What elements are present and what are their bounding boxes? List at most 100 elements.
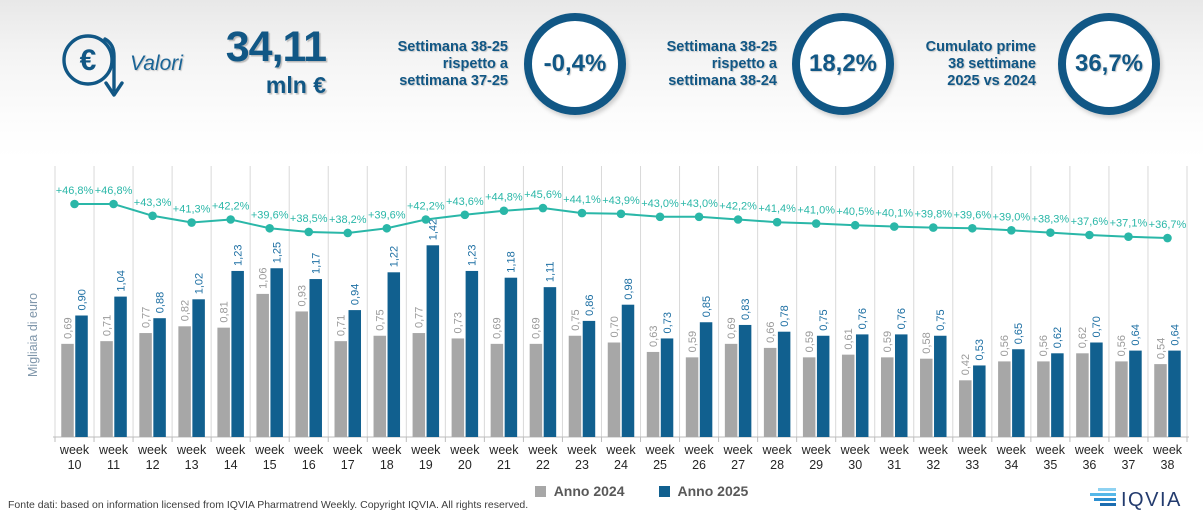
bar-value-label: 0,69 bbox=[492, 317, 504, 338]
bar-anno-2024-week-32 bbox=[920, 358, 933, 437]
bar-value-label: 0,70 bbox=[1091, 316, 1103, 337]
bar-anno-2025-week-32 bbox=[934, 335, 947, 437]
bar-value-label: 0,75 bbox=[818, 309, 830, 330]
bar-anno-2025-week-10 bbox=[75, 315, 88, 437]
bar-value-label: 0,94 bbox=[350, 284, 362, 305]
bar-anno-2025-week-15 bbox=[270, 268, 283, 437]
growth-point-week-29 bbox=[811, 219, 821, 228]
bar-anno-2024-week-10 bbox=[61, 343, 74, 437]
bar-anno-2025-week-12 bbox=[153, 318, 166, 437]
bar-anno-2024-week-31 bbox=[880, 357, 894, 437]
bar-value-label: 0,65 bbox=[1013, 323, 1025, 344]
growth-point-label: +37,1% bbox=[1110, 218, 1148, 230]
x-axis-label-week-14: week 14 bbox=[215, 443, 246, 472]
bar-anno-2024-week-27 bbox=[724, 343, 738, 437]
bar-value-label: 0,59 bbox=[882, 331, 894, 352]
bar-value-label: 0,69 bbox=[62, 317, 74, 338]
growth-point-week-26 bbox=[694, 212, 704, 222]
bar-anno-2025-week-26 bbox=[699, 322, 713, 437]
bar-value-label: 1,11 bbox=[545, 262, 557, 283]
legend-item-anno-2025: Anno 2025 bbox=[658, 483, 748, 499]
x-axis-label-week-28: week 28 bbox=[762, 443, 793, 472]
growth-point-week-15 bbox=[265, 223, 274, 233]
bar-anno-2025-week-19 bbox=[426, 245, 440, 437]
growth-point-label: +38,3% bbox=[1032, 214, 1070, 226]
growth-point-label: +39,6% bbox=[368, 209, 406, 221]
valori-label: Valori bbox=[130, 52, 183, 75]
growth-point-label: +44,1% bbox=[563, 194, 601, 206]
growth-point-week-12 bbox=[148, 211, 157, 221]
bar-anno-2024-week-21 bbox=[490, 343, 504, 437]
iqvia-logo: IQVIA bbox=[1090, 488, 1182, 511]
growth-point-label: +38,5% bbox=[290, 213, 328, 225]
x-axis-label-week-30: week 30 bbox=[840, 443, 871, 472]
bar-value-label: 0,69 bbox=[726, 317, 738, 338]
bar-anno-2025-week-31 bbox=[894, 334, 908, 437]
total-unit: mln € bbox=[265, 72, 326, 98]
bar-anno-2025-week-33 bbox=[973, 365, 986, 437]
growth-point-label: +39,6% bbox=[251, 209, 289, 221]
bar-anno-2024-week-28 bbox=[763, 347, 777, 437]
bar-anno-2024-week-20 bbox=[451, 338, 465, 437]
iqvia-logo-stripe bbox=[1094, 498, 1116, 501]
growth-point-week-10 bbox=[70, 199, 79, 209]
growth-point-label: +44,8% bbox=[485, 192, 523, 204]
growth-point-week-31 bbox=[889, 222, 899, 231]
growth-point-week-28 bbox=[772, 217, 782, 227]
bar-anno-2025-week-24 bbox=[621, 304, 635, 437]
bar-value-label: 0,76 bbox=[857, 308, 869, 329]
x-axis-label-week-24: week 24 bbox=[605, 443, 636, 472]
bar-value-label: 1,23 bbox=[467, 245, 479, 266]
growth-point-week-22 bbox=[538, 203, 548, 213]
bar-anno-2024-week-36 bbox=[1076, 353, 1089, 437]
bar-value-label: 1,22 bbox=[389, 246, 401, 267]
growth-point-week-19 bbox=[421, 215, 431, 224]
bar-anno-2024-week-24 bbox=[607, 342, 621, 437]
bar-value-label: 0,59 bbox=[804, 331, 816, 352]
bar-anno-2024-week-22 bbox=[529, 343, 543, 437]
bar-anno-2024-week-23 bbox=[568, 335, 582, 437]
growth-point-week-25 bbox=[655, 212, 665, 222]
bar-value-label: 0,61 bbox=[843, 328, 855, 349]
growth-point-week-32 bbox=[928, 223, 938, 232]
bar-value-label: 0,73 bbox=[662, 312, 674, 333]
growth-point-label: +41,3% bbox=[173, 204, 211, 216]
bar-anno-2025-week-23 bbox=[582, 320, 596, 437]
x-axis-label-week-22: week 22 bbox=[527, 443, 558, 472]
growth-point-week-21 bbox=[499, 206, 509, 216]
iqvia-logo-stripe bbox=[1090, 493, 1116, 496]
growth-point-label: +42,2% bbox=[719, 201, 757, 213]
growth-point-week-16 bbox=[304, 227, 314, 237]
bar-anno-2025-week-37 bbox=[1129, 350, 1142, 437]
source-note: Fonte dati: based on information license… bbox=[8, 499, 529, 511]
growth-point-label: +36,7% bbox=[1149, 219, 1187, 231]
growth-point-label: +41,4% bbox=[758, 203, 796, 215]
growth-point-week-37 bbox=[1124, 232, 1133, 241]
growth-point-label: +42,2% bbox=[212, 201, 250, 213]
bar-value-label: 0,56 bbox=[999, 335, 1011, 356]
bar-value-label: 0,59 bbox=[687, 331, 699, 352]
growth-point-week-33 bbox=[968, 223, 977, 233]
x-axis-label-week-31: week 31 bbox=[879, 443, 910, 472]
bar-anno-2024-week-15 bbox=[256, 293, 269, 437]
x-axis-label-week-29: week 29 bbox=[801, 443, 832, 472]
bar-value-label: 0,54 bbox=[1155, 338, 1167, 359]
x-axis-label-week-27: week 27 bbox=[723, 443, 754, 472]
bar-value-label: 1,02 bbox=[193, 273, 205, 294]
x-axis-label-week-32: week 32 bbox=[918, 443, 949, 472]
x-axis-label-week-10: week 10 bbox=[59, 443, 90, 472]
bar-value-label: 0,77 bbox=[140, 307, 152, 328]
bar-anno-2025-week-22 bbox=[543, 287, 557, 437]
bar-value-label: 0,88 bbox=[154, 292, 166, 313]
bar-value-label: 0,64 bbox=[1130, 324, 1142, 345]
growth-point-week-11 bbox=[109, 199, 118, 209]
growth-point-label: +43,9% bbox=[602, 195, 640, 207]
growth-point-week-20 bbox=[460, 210, 470, 220]
iqvia-logo-text: IQVIA bbox=[1121, 489, 1182, 511]
growth-point-label: +43,0% bbox=[680, 198, 718, 210]
growth-point-week-14 bbox=[226, 215, 235, 224]
bar-value-label: 1,17 bbox=[311, 253, 323, 274]
bar-anno-2025-week-28 bbox=[777, 331, 791, 437]
bar-anno-2024-week-17 bbox=[334, 341, 348, 437]
growth-point-label: +41,0% bbox=[797, 205, 835, 217]
